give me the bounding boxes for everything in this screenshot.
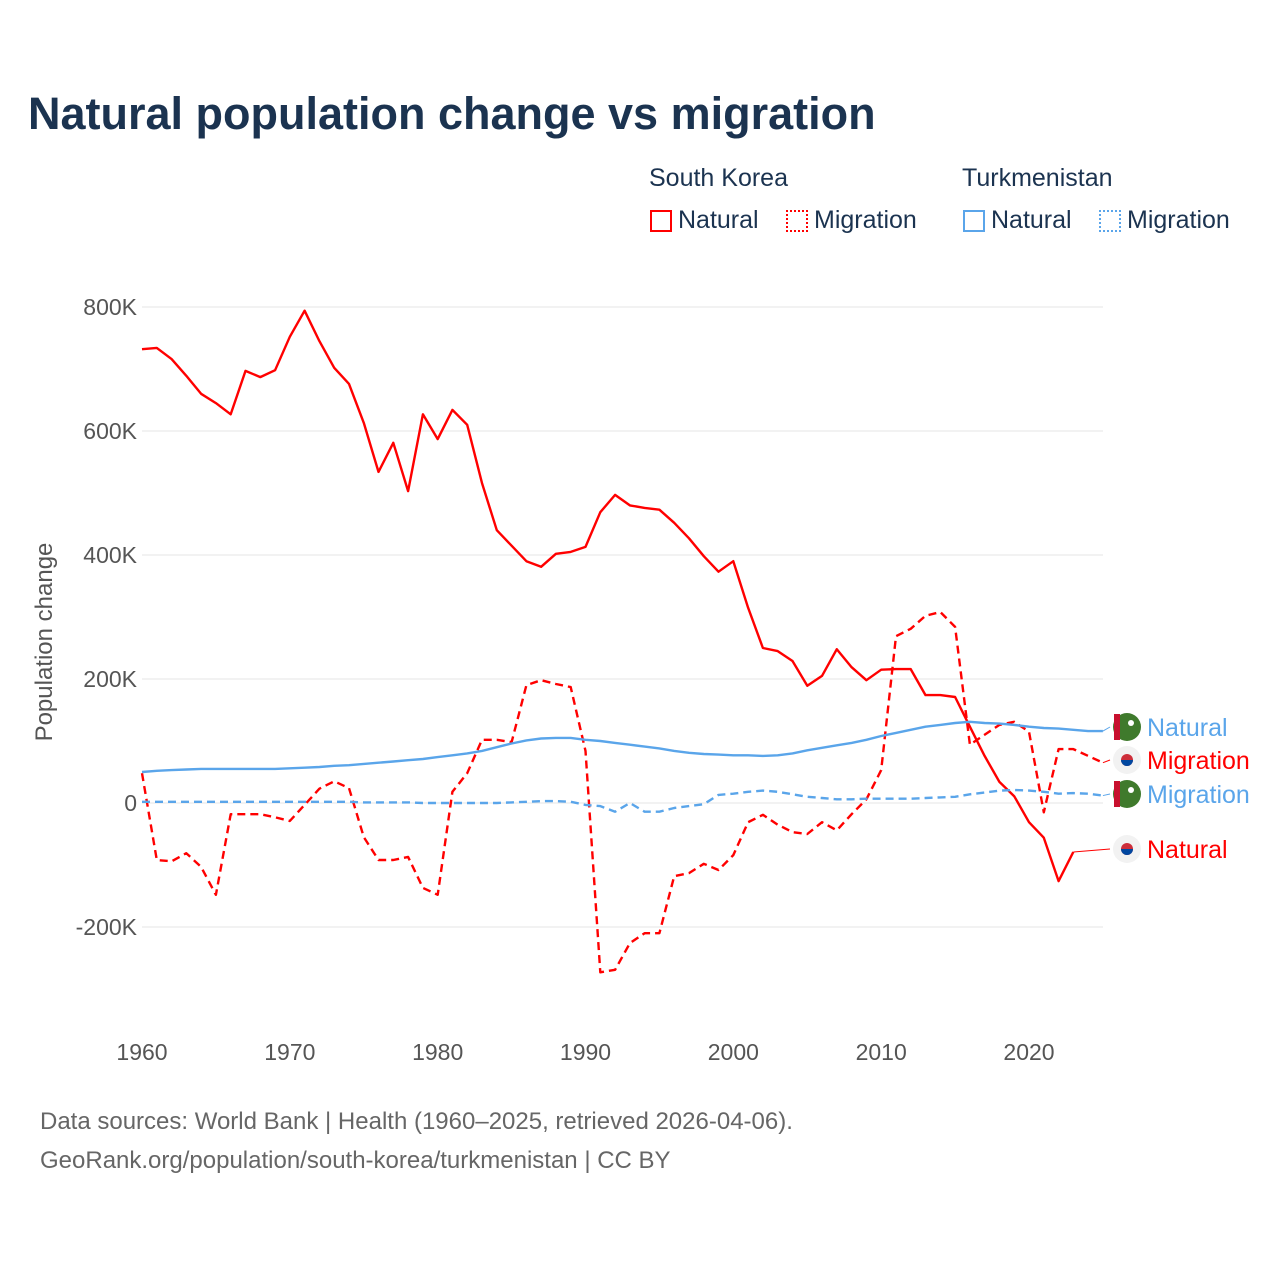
y-tick-label: -200K — [76, 914, 138, 940]
y-tick-label: 0 — [124, 790, 137, 816]
flag-stripe — [1114, 781, 1120, 807]
legend-label: Migration — [1127, 206, 1230, 234]
legend-swatch-solid — [650, 209, 672, 232]
label-connector — [1102, 793, 1111, 797]
legend-sk-migration[interactable]: Migration — [786, 206, 917, 235]
flag-turkmenistan-icon — [1113, 713, 1141, 741]
flag-south-korea-icon — [1113, 746, 1141, 774]
x-tick-label: 2020 — [1003, 1039, 1054, 1065]
end-label: Migration — [1147, 781, 1250, 809]
chart-title: Natural population change vs migration — [28, 88, 876, 139]
y-tick-label: 600K — [83, 418, 137, 444]
series-line-south-korea-natural — [141, 309, 1075, 883]
flag-taeguk-blue — [1121, 760, 1133, 766]
legend-swatch-solid — [963, 209, 985, 232]
x-tick-label: 1970 — [264, 1039, 315, 1065]
end-label: Natural — [1147, 714, 1228, 742]
x-tick-label: 1960 — [116, 1039, 167, 1065]
legend-tm-migration[interactable]: Migration — [1099, 206, 1230, 235]
end-label: Natural — [1147, 836, 1228, 864]
footer-sources: Data sources: World Bank | Health (1960–… — [40, 1108, 793, 1135]
label-connector — [1073, 848, 1111, 853]
flag-stripe — [1114, 714, 1120, 740]
flag-crescent — [1128, 720, 1134, 726]
legend-group-turkmenistan: Turkmenistan — [962, 164, 1113, 192]
x-tick-label: 2010 — [856, 1039, 907, 1065]
series-line-south-korea-migration — [140, 610, 1104, 974]
y-tick-label: 800K — [83, 294, 137, 320]
x-tick-label: 2000 — [708, 1039, 759, 1065]
y-tick-label: 200K — [83, 666, 137, 692]
legend-swatch-dotted — [786, 209, 808, 232]
legend-swatch-dotted — [1099, 209, 1121, 232]
legend-sk-natural[interactable]: Natural — [650, 206, 759, 235]
legend-label: Natural — [991, 206, 1072, 234]
y-tick-label: 400K — [83, 542, 137, 568]
series-line-turkmenistan-migration — [142, 788, 1104, 813]
legend-label: Natural — [678, 206, 759, 234]
end-label: Migration — [1147, 747, 1250, 775]
y-axis-label: Population change — [31, 543, 58, 742]
label-connector — [1102, 726, 1111, 732]
flag-taeguk-blue — [1121, 849, 1133, 855]
flag-crescent — [1128, 787, 1134, 793]
x-tick-label: 1980 — [412, 1039, 463, 1065]
flag-turkmenistan-icon — [1113, 780, 1141, 808]
label-connector — [1102, 759, 1111, 764]
x-tick-label: 1990 — [560, 1039, 611, 1065]
footer-link[interactable]: GeoRank.org/population/south-korea/turkm… — [40, 1147, 671, 1174]
series-line-turkmenistan-natural — [141, 720, 1103, 774]
legend-tm-natural[interactable]: Natural — [963, 206, 1072, 235]
flag-south-korea-icon — [1113, 835, 1141, 863]
legend-group-south-korea: South Korea — [649, 164, 788, 192]
legend-label: Migration — [814, 206, 917, 234]
